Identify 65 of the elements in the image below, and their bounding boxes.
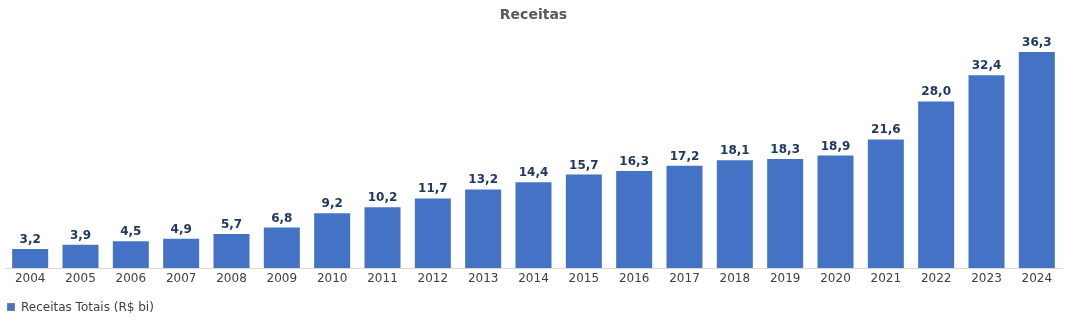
- bar: [364, 207, 401, 268]
- x-tick-label: 2012: [417, 270, 449, 285]
- x-tick-label: 2011: [367, 270, 398, 285]
- x-tick-label: 2019: [769, 270, 801, 285]
- bar: [716, 160, 753, 268]
- bar: [62, 244, 99, 268]
- data-label: 13,2: [468, 172, 498, 187]
- bar: [515, 182, 552, 268]
- bar: [213, 234, 250, 268]
- data-label: 18,9: [820, 138, 851, 153]
- bar: [414, 198, 451, 268]
- data-label: 4,9: [170, 221, 192, 236]
- bar: [817, 155, 854, 268]
- bar: [112, 241, 149, 268]
- x-tick-label: 2007: [165, 270, 197, 285]
- bar: [263, 227, 300, 268]
- x-tick-label: 2006: [115, 270, 147, 285]
- x-tick-label: 2008: [216, 270, 247, 285]
- x-tick-label: 2016: [618, 270, 650, 285]
- data-label: 11,7: [418, 181, 448, 196]
- bar: [12, 248, 49, 268]
- x-tick-label: 2017: [669, 270, 700, 285]
- data-label: 17,2: [669, 148, 700, 163]
- x-tick-label: 2023: [971, 270, 1002, 285]
- bar: [867, 139, 904, 268]
- chart-title: Receitas: [499, 6, 568, 22]
- x-tick-label: 2022: [920, 270, 952, 285]
- data-label: 18,1: [720, 143, 750, 158]
- x-tick-label: 2024: [1021, 270, 1053, 285]
- bar: [163, 238, 200, 268]
- x-tick-label: 2015: [568, 270, 600, 285]
- bar: [968, 75, 1005, 268]
- x-tick-label: 2014: [518, 270, 549, 285]
- x-tick-label: 2004: [14, 270, 46, 285]
- x-tick-label: 2020: [820, 270, 851, 285]
- bar: [565, 174, 602, 268]
- bar: [1018, 52, 1055, 268]
- x-tick-label: 2009: [266, 270, 298, 285]
- bar: [918, 101, 955, 268]
- legend-label: Receitas Totais (R$ bi): [21, 300, 154, 314]
- data-label: 6,8: [271, 210, 293, 225]
- data-label: 36,3: [1022, 35, 1052, 49]
- data-label: 9,2: [321, 196, 343, 211]
- bar: [465, 189, 502, 268]
- data-label: 10,2: [367, 190, 398, 205]
- data-label: 18,3: [770, 142, 800, 157]
- data-label: 16,3: [619, 154, 649, 169]
- data-label: 3,9: [69, 227, 92, 242]
- x-tick-label: 2021: [870, 270, 902, 285]
- x-tick-label: 2010: [316, 270, 348, 285]
- bar: [767, 159, 804, 268]
- data-label: 15,7: [569, 157, 599, 172]
- x-tick-label: 2018: [719, 270, 751, 285]
- bar: [314, 213, 351, 268]
- bar: [616, 171, 653, 268]
- data-label: 5,7: [220, 217, 243, 232]
- data-label: 4,5: [120, 224, 142, 239]
- data-label: 14,4: [518, 165, 549, 180]
- bar: [666, 165, 703, 268]
- data-label: 28,0: [921, 84, 951, 99]
- data-label: 21,6: [871, 122, 901, 137]
- x-tick-label: 2013: [467, 270, 499, 285]
- data-label: 3,2: [19, 231, 41, 246]
- x-tick-label: 2005: [65, 270, 96, 285]
- data-label: 32,4: [971, 58, 1002, 73]
